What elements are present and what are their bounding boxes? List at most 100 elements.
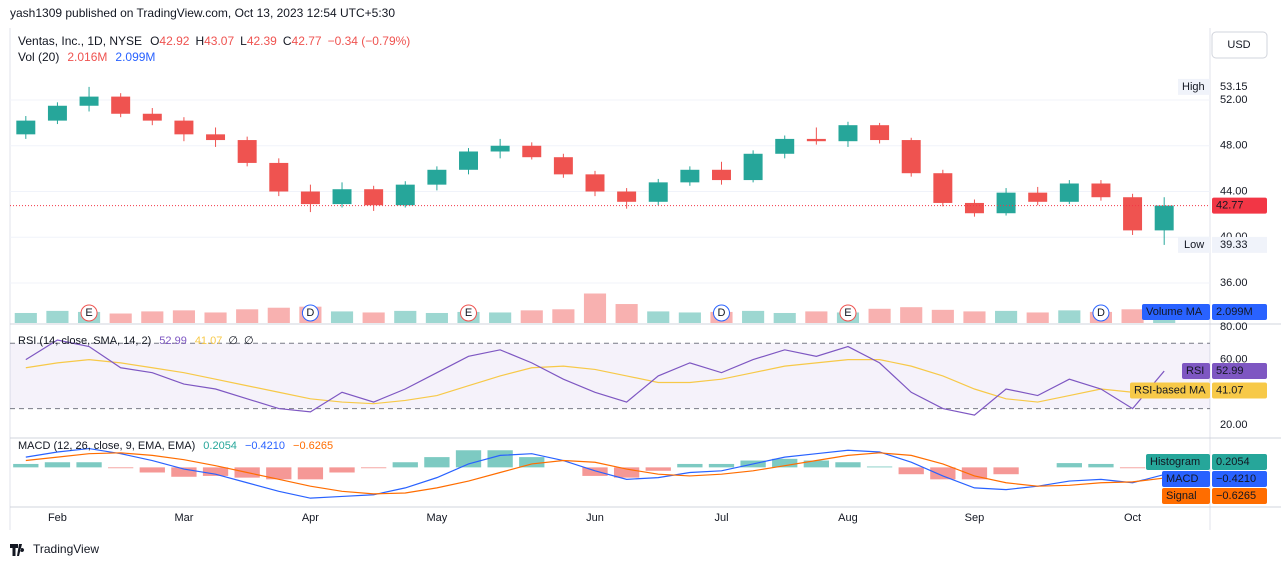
- legend: Vol (20) 2.016M 2.099M: [18, 50, 155, 64]
- low-label-bg: [1178, 236, 1210, 253]
- line: [25, 452, 1165, 495]
- line: [25, 447, 1165, 499]
- y-tick-label: 60.00: [1220, 354, 1248, 366]
- series-value: 41.07: [1216, 384, 1244, 396]
- candle-body: [617, 191, 637, 202]
- x-tick-label: Mar: [174, 512, 193, 524]
- volume-bar: [900, 307, 923, 323]
- ohlc-label: O: [150, 34, 159, 48]
- high-value: 53.15: [1220, 81, 1248, 93]
- footer: TradingView: [33, 542, 99, 556]
- series-label-bg: [1162, 488, 1210, 504]
- event-label: D: [1097, 307, 1105, 319]
- histogram-bar: [677, 463, 703, 468]
- volume-bar: [868, 308, 891, 323]
- volume-bar: [963, 311, 986, 323]
- ohlc-value: 42.39: [247, 34, 277, 48]
- x-tick-label: May: [427, 512, 448, 524]
- series-label: RSI: [1186, 365, 1204, 377]
- candle-body: [964, 202, 984, 214]
- candle-body: [79, 96, 99, 106]
- published-note: yash1309 published on TradingView.com, O…: [10, 6, 395, 20]
- candle-body: [806, 138, 826, 142]
- candle-body: [174, 120, 194, 135]
- series-value-bg: [1212, 363, 1267, 380]
- legend-value: −0.6265: [293, 440, 333, 452]
- histogram-bar: [329, 467, 355, 473]
- candle-body: [142, 113, 162, 121]
- volume-bar: [520, 310, 543, 323]
- volume-bar: [1121, 309, 1144, 323]
- volume-bar: [678, 312, 701, 323]
- candle-body: [680, 169, 700, 183]
- candle-body: [364, 189, 384, 206]
- event-badge: [839, 304, 857, 322]
- candle-body: [395, 184, 415, 206]
- histogram-bar: [519, 457, 545, 468]
- volume-bar: [236, 309, 259, 323]
- candle-body: [47, 105, 67, 121]
- footer-logo: [10, 544, 25, 556]
- volume-ma-value: 2.099M: [1216, 306, 1253, 318]
- histogram-bar: [803, 460, 829, 468]
- currency-label[interactable]: USD: [1227, 39, 1250, 51]
- series-value: −0.4210: [1216, 473, 1256, 485]
- legend-extra: ∅: [228, 335, 238, 347]
- candle-body: [1123, 197, 1143, 231]
- rsi-band: [10, 343, 1210, 409]
- histogram-bar: [961, 467, 988, 480]
- ohlc-label: L: [240, 34, 247, 48]
- candle-body: [427, 169, 447, 185]
- series-label-bg: [1162, 471, 1210, 487]
- volume-bar: [394, 310, 417, 323]
- volume-ma-label: Volume MA: [1146, 306, 1203, 318]
- volume-bar: [204, 312, 227, 323]
- candle-body: [206, 134, 226, 141]
- currency-button[interactable]: [1211, 31, 1268, 59]
- histogram-bar: [898, 467, 924, 475]
- histogram-bar: [108, 467, 134, 469]
- ohlc-value: 42.92: [159, 34, 189, 48]
- candle-body: [269, 162, 289, 192]
- event-badge: [80, 304, 98, 322]
- histogram-bar: [13, 463, 39, 468]
- volume-bar: [14, 312, 37, 323]
- series-value-bg: [1212, 382, 1267, 399]
- candle-body: [1091, 183, 1111, 198]
- low-value-bg: [1212, 236, 1267, 253]
- series-label-bg: [1130, 382, 1210, 399]
- histogram-bar: [613, 467, 640, 478]
- candle-body: [712, 169, 731, 181]
- legend: MACD (12, 26, close, 9, EMA, EMA) 0.2054−…: [18, 440, 333, 452]
- volume-bar: [172, 310, 195, 323]
- volume-bar: [742, 310, 765, 323]
- histogram-bar: [772, 458, 798, 468]
- event-badge: [712, 304, 730, 322]
- volume-bar: [46, 310, 69, 323]
- histogram-bar: [582, 467, 608, 476]
- volume-bar: [362, 312, 385, 323]
- ohlc-value: 43.07: [204, 34, 234, 48]
- volume-bar: [773, 312, 796, 323]
- volume-legend-value: 2.099M: [115, 50, 155, 64]
- candle-body: [775, 138, 795, 154]
- candle-body: [1059, 183, 1079, 202]
- series-label: Signal: [1166, 490, 1197, 502]
- candle-body: [585, 174, 605, 192]
- volume-bar: [615, 304, 638, 323]
- histogram-bar: [392, 462, 418, 468]
- volume-legend: Vol (20): [18, 50, 59, 64]
- histogram-bar: [424, 457, 450, 468]
- event-badge: [460, 304, 478, 322]
- candle-body: [459, 151, 478, 170]
- series-label: RSI-based MA: [1134, 384, 1206, 396]
- volume-ma-label-bg: [1142, 303, 1210, 320]
- event-label: D: [306, 307, 314, 319]
- x-tick-label: Sep: [965, 512, 985, 524]
- candle-body: [838, 125, 858, 142]
- volume-bar: [425, 312, 448, 323]
- legend-value: −0.4210: [245, 440, 285, 452]
- legend: RSI (14, close, SMA, 14, 2) 52.99 41.07 ∅ ∅: [18, 335, 254, 347]
